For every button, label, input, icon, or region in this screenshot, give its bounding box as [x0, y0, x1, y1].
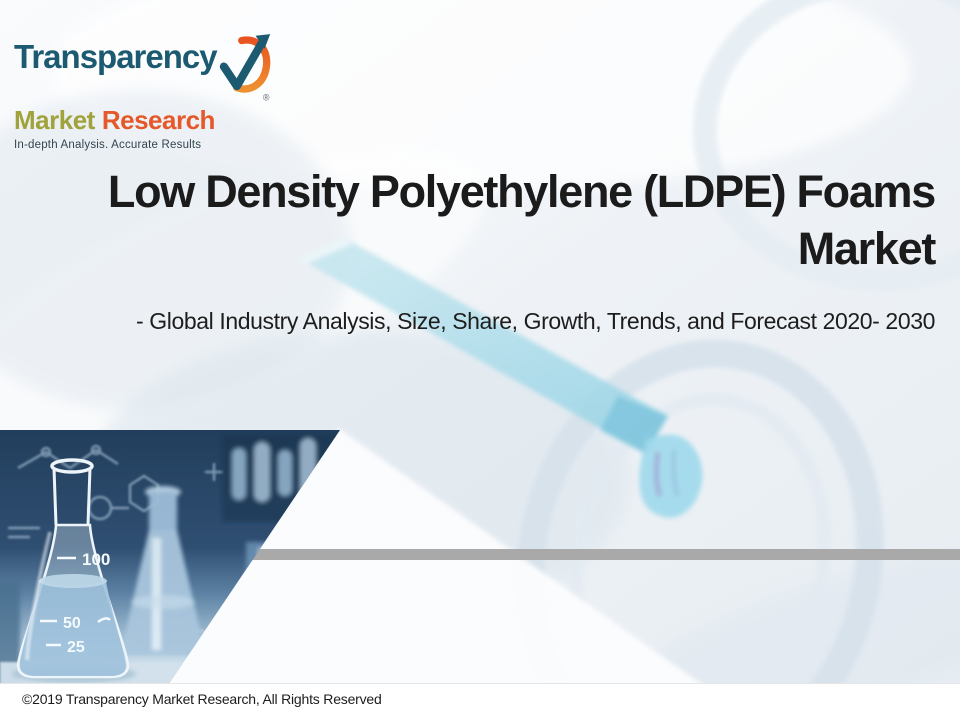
- copyright-text: ©2019 Transparency Market Research, All …: [22, 691, 382, 707]
- title-block: Low Density Polyethylene (LDPE) Foams Mar…: [45, 163, 937, 335]
- flask-graduation-50: 50: [63, 615, 81, 632]
- page-title-line1: Low Density Polyethylene (LDPE) Foams: [107, 166, 936, 217]
- brand-name-research: Research: [101, 105, 216, 135]
- brand-logo: Transparency ® Market Research In-depth A…: [14, 34, 271, 151]
- chalk-doodles-decoration: [8, 444, 223, 638]
- page-title: Low Density Polyethylene (LDPE) Foams Mar…: [45, 163, 937, 277]
- brand-name-primary: Transparency: [14, 38, 218, 75]
- brand-tagline: In-depth Analysis. Accurate Results: [14, 138, 202, 151]
- brand-name-market: Market: [14, 105, 95, 135]
- brand-checkmark-icon: ®: [219, 34, 270, 103]
- erlenmeyer-flask: 100 50 25: [16, 458, 130, 679]
- flask-graduation-25: 25: [67, 639, 85, 656]
- page-subtitle: - Global Industry Analysis, Size, Share,…: [136, 308, 935, 335]
- page-title-line2: Market: [797, 223, 937, 275]
- footer: ©2019 Transparency Market Research, All …: [0, 683, 960, 720]
- registered-mark: ®: [263, 93, 270, 103]
- divider-bar: [252, 549, 960, 560]
- flask-graduation-100: 100: [82, 550, 110, 569]
